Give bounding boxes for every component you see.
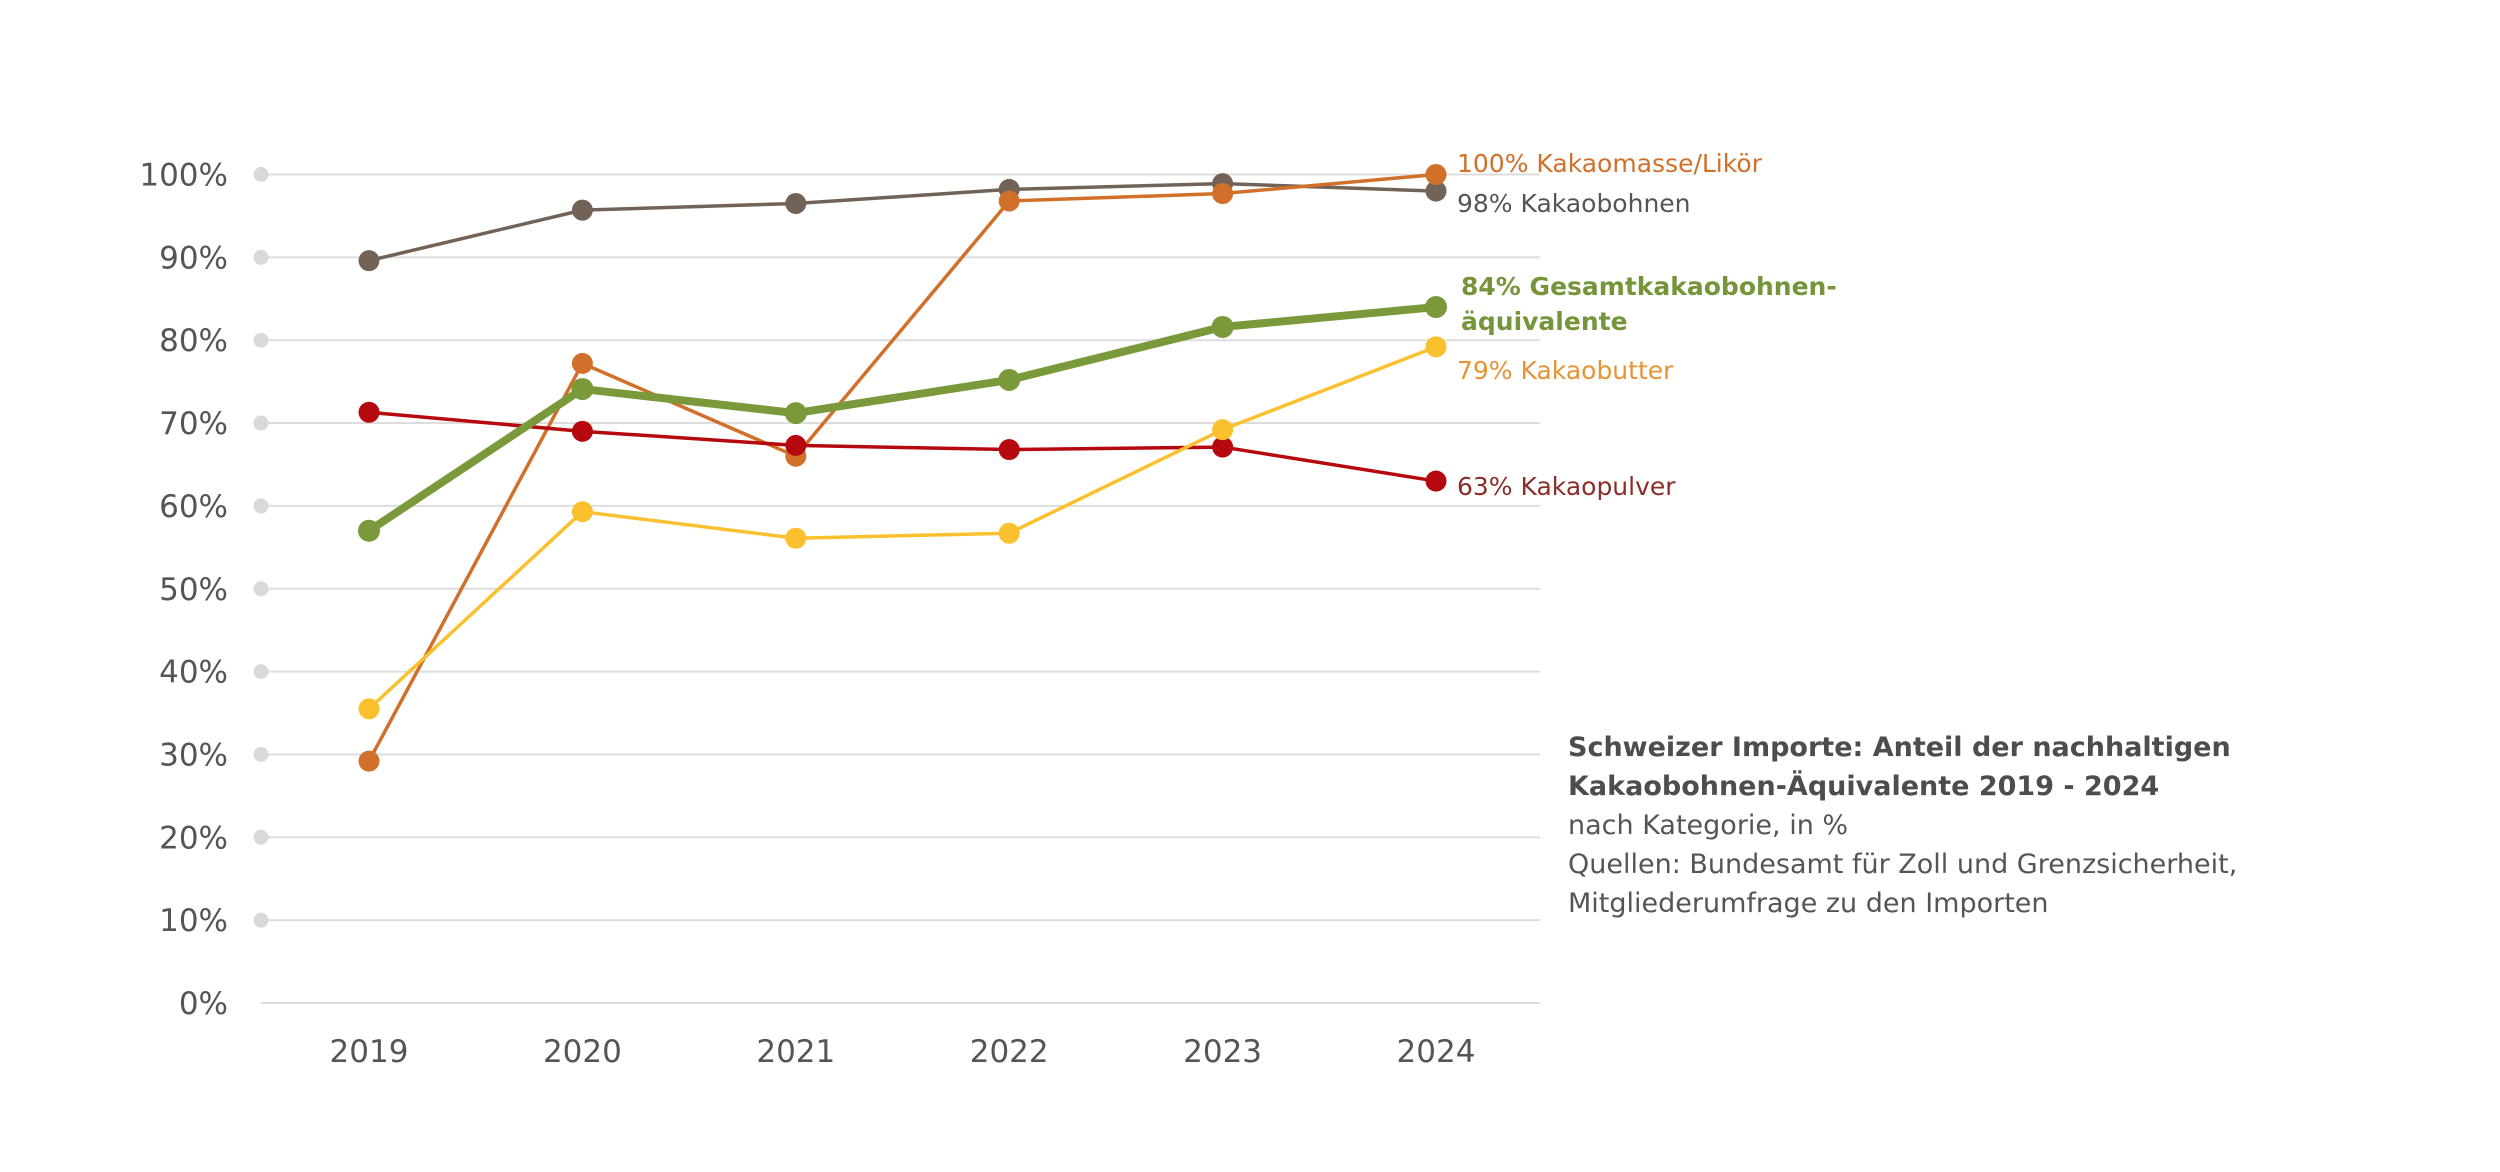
data-point [784, 402, 807, 425]
data-point [1425, 470, 1447, 492]
data-point [358, 250, 380, 272]
y-tick-label: 30% [159, 737, 228, 773]
data-point [998, 368, 1021, 391]
y-axis: 0% 10% 20% 30% 40% 50% 60% 70% 80% 90% 100% [139, 158, 269, 1022]
x-tick-label: 2020 [543, 1034, 622, 1070]
data-point [571, 352, 593, 374]
end-label: 100% Kakaomasse/Likör [1457, 149, 1763, 178]
y-tick-dot [253, 415, 269, 431]
end-label: 84% Gesamtkakaobohnen- [1461, 272, 1837, 301]
data-point [358, 401, 380, 423]
y-tick-dot [253, 912, 269, 928]
chart-source-line-2: Mitgliederumfrage zu den Importen [1568, 888, 2049, 919]
data-point [1425, 164, 1447, 185]
end-label: 63% Kakaopulver [1457, 472, 1676, 501]
series-line [368, 410, 1437, 483]
y-tick-label: 60% [159, 489, 228, 525]
data-point [1212, 436, 1234, 458]
chart-title-line-2: Kakaobohnen-Äquivalente 2019 - 2024 [1568, 771, 2160, 802]
series-line [367, 345, 1437, 711]
data-point [1212, 419, 1234, 441]
series-kakaomasse-likör [358, 164, 1447, 772]
end-labels: 98% Kakaobohnen 100% Kakaomasse/Likör 63% … [1457, 149, 1837, 501]
data-point [571, 199, 593, 221]
y-tick-dot [253, 829, 269, 845]
x-tick-label: 2023 [1183, 1034, 1262, 1070]
series-gesamtkakaobohnen-äquivalente [358, 296, 1447, 542]
end-label: 79% Kakaobutter [1457, 356, 1674, 385]
data-point [785, 527, 807, 549]
y-tick-label: 10% [159, 903, 228, 939]
x-tick-label: 2021 [756, 1034, 835, 1070]
data-point [358, 698, 380, 720]
chart-subtitle: nach Kategorie, in % [1568, 810, 1849, 841]
y-tick-label: 70% [159, 406, 228, 442]
series-kakaobohnen [358, 173, 1447, 272]
series-line [367, 172, 1437, 762]
data-point [358, 750, 380, 772]
data-point [571, 420, 593, 442]
y-tick-dot [253, 332, 269, 348]
y-tick-label: 100% [139, 158, 228, 194]
y-tick-dot [253, 664, 269, 680]
y-tick-dot [253, 498, 269, 514]
data-point [1425, 336, 1447, 358]
x-tick-label: 2024 [1397, 1034, 1476, 1070]
series-lines [358, 164, 1447, 772]
chart-source-line-1: Quellen: Bundesamt für Zoll und Grenzsic… [1568, 849, 2238, 880]
data-point [785, 192, 807, 214]
data-point [571, 501, 593, 523]
series-kakaobutter [358, 336, 1447, 720]
y-tick-label: 20% [159, 820, 228, 856]
series-kakaopulver [358, 401, 1447, 492]
data-point [785, 434, 807, 456]
data-point [1425, 296, 1447, 319]
y-tick-dot [253, 249, 269, 265]
x-tick-label: 2019 [330, 1034, 409, 1070]
end-label: äquivalente [1461, 307, 1628, 336]
data-point [998, 439, 1020, 461]
y-tick-label: 50% [159, 572, 228, 608]
data-point [998, 190, 1020, 212]
data-point [1211, 315, 1234, 338]
data-point [998, 522, 1020, 544]
y-tick-dot [253, 746, 269, 762]
data-point [1425, 180, 1447, 202]
series-line [366, 303, 1437, 535]
x-axis: 2019 2020 2021 2022 2023 2024 [330, 1034, 1476, 1070]
data-point [1212, 183, 1234, 205]
data-point [571, 378, 594, 401]
chart-info: Schweizer Importe: Anteil der nachhaltig… [1568, 728, 2288, 923]
chart-title-line-1: Schweizer Importe: Anteil der nachhaltig… [1568, 732, 2231, 763]
y-tick-dot [253, 167, 269, 182]
y-tick-label: 90% [159, 240, 228, 276]
x-tick-label: 2022 [970, 1034, 1049, 1070]
y-tick-dot [253, 581, 269, 597]
gridlines [261, 173, 1540, 1004]
end-label: 98% Kakaobohnen [1457, 189, 1691, 218]
series-line [368, 181, 1437, 263]
y-tick-label: 40% [159, 655, 228, 691]
y-tick-label: 0% [179, 986, 228, 1022]
y-tick-label: 80% [159, 323, 228, 359]
data-point [358, 519, 380, 542]
